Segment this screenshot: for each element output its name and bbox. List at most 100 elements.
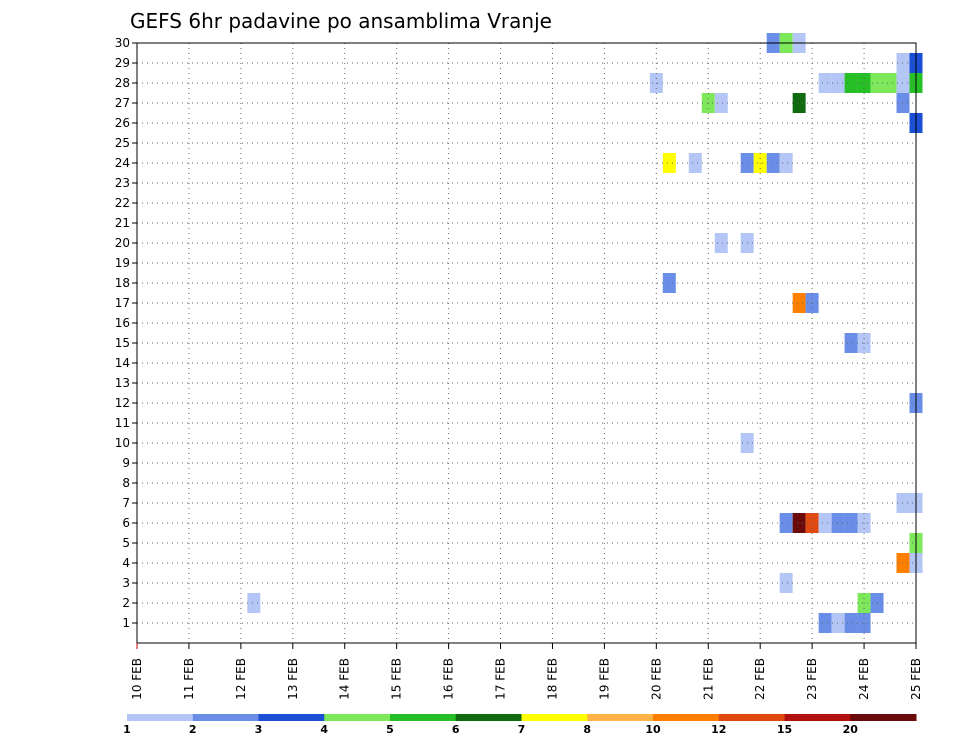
- y-tick-label: 16: [115, 316, 130, 330]
- y-tick-label: 29: [115, 56, 130, 70]
- x-tick-label: 13 FEB: [286, 658, 300, 700]
- precip-cell: [818, 613, 832, 633]
- precip-cell: [896, 93, 910, 113]
- precip-cell: [662, 153, 676, 173]
- precip-cell: [896, 553, 910, 573]
- x-tick-label: 16 FEB: [442, 658, 456, 700]
- y-tick-label: 3: [122, 576, 130, 590]
- y-tick-label: 17: [115, 296, 130, 310]
- colorbar-swatch: [850, 714, 917, 721]
- colorbar-label: 3: [255, 723, 263, 736]
- x-tick-label: 25 FEB: [909, 658, 923, 700]
- y-tick-label: 30: [115, 36, 130, 50]
- x-tick-label: 10 FEB: [130, 658, 144, 700]
- precip-cell: [844, 513, 858, 533]
- colorbar-label: 10: [645, 723, 661, 736]
- precip-cell: [247, 593, 261, 613]
- colorbar-swatch: [324, 714, 391, 721]
- y-tick-label: 20: [115, 236, 130, 250]
- y-tick-label: 5: [122, 536, 130, 550]
- y-axis: 1234567891011121314151617181920212223242…: [115, 36, 137, 630]
- colorbar-swatch: [718, 714, 785, 721]
- colorbar-swatch: [127, 714, 194, 721]
- y-tick-label: 10: [115, 436, 130, 450]
- colorbar-swatch: [258, 714, 325, 721]
- colorbar-swatch: [455, 714, 522, 721]
- precip-cell: [831, 73, 845, 93]
- x-tick-label: 18 FEB: [545, 658, 559, 700]
- colorbar-swatch: [390, 714, 457, 721]
- colorbar-swatch: [587, 714, 654, 721]
- precip-cell: [818, 513, 832, 533]
- y-tick-label: 11: [115, 416, 130, 430]
- x-tick-label: 21 FEB: [701, 658, 715, 700]
- y-tick-label: 18: [115, 276, 130, 290]
- precip-cell: [779, 153, 793, 173]
- colorbar: 1 2 3 4 5 6 7 8 10 12 15 20: [123, 714, 917, 736]
- x-tick-label: 14 FEB: [338, 658, 352, 700]
- precip-cell: [844, 73, 858, 93]
- colorbar-label: 12: [711, 723, 726, 736]
- colorbar-label: 8: [583, 723, 591, 736]
- precip-cell: [844, 333, 858, 353]
- y-tick-label: 28: [115, 76, 130, 90]
- y-tick-label: 8: [122, 476, 130, 490]
- colorbar-label: 2: [189, 723, 197, 736]
- y-tick-label: 25: [115, 136, 130, 150]
- precip-cell: [883, 73, 897, 93]
- y-tick-label: 19: [115, 256, 130, 270]
- precip-cell: [818, 73, 832, 93]
- x-tick-label: 22 FEB: [753, 658, 767, 700]
- precip-cell: [688, 153, 702, 173]
- colorbar-label: 20: [843, 723, 859, 736]
- precip-cell: [831, 613, 845, 633]
- y-tick-label: 23: [115, 176, 130, 190]
- precip-cell: [792, 513, 806, 533]
- colorbar-label: 6: [452, 723, 460, 736]
- y-tick-label: 26: [115, 116, 130, 130]
- x-tick-label: 17 FEB: [494, 658, 508, 700]
- colorbar-label: 4: [320, 723, 328, 736]
- precip-cell: [792, 293, 806, 313]
- y-tick-label: 14: [115, 356, 130, 370]
- colorbar-label: 1: [123, 723, 131, 736]
- y-tick-label: 22: [115, 196, 130, 210]
- precip-cell: [766, 153, 780, 173]
- y-tick-label: 13: [115, 376, 130, 390]
- x-tick-label: 19 FEB: [597, 658, 611, 700]
- colorbar-swatch: [521, 714, 588, 721]
- colorbar-label: 7: [518, 723, 526, 736]
- colorbar-swatch: [653, 714, 720, 721]
- y-tick-label: 12: [115, 396, 130, 410]
- y-tick-label: 21: [115, 216, 130, 230]
- precip-cell: [714, 93, 728, 113]
- y-tick-label: 4: [122, 556, 130, 570]
- precip-cell: [662, 273, 676, 293]
- x-tick-label: 11 FEB: [182, 658, 196, 700]
- chart-title: GEFS 6hr padavine po ansamblima Vranje: [130, 9, 552, 33]
- precip-cell: [714, 233, 728, 253]
- y-tick-label: 1: [122, 616, 130, 630]
- y-tick-label: 6: [122, 516, 130, 530]
- plot-cells: [247, 33, 923, 633]
- precip-cell: [779, 513, 793, 533]
- precip-cell: [896, 493, 910, 513]
- x-tick-label: 15 FEB: [390, 658, 404, 700]
- colorbar-swatch: [784, 714, 851, 721]
- plot-grid: [137, 42, 916, 643]
- x-tick-label: 23 FEB: [805, 658, 819, 700]
- y-tick-label: 7: [122, 496, 130, 510]
- colorbar-label: 15: [777, 723, 792, 736]
- x-tick-label: 20 FEB: [649, 658, 663, 700]
- y-tick-label: 27: [115, 96, 130, 110]
- x-tick-label: 12 FEB: [234, 658, 248, 700]
- precip-cell: [779, 573, 793, 593]
- plot-frame: [136, 42, 917, 644]
- precip-cell: [844, 613, 858, 633]
- colorbar-swatch: [192, 714, 259, 721]
- y-tick-label: 24: [115, 156, 130, 170]
- precip-cell: [792, 93, 806, 113]
- colorbar-label: 5: [386, 723, 394, 736]
- precip-cell: [896, 73, 910, 93]
